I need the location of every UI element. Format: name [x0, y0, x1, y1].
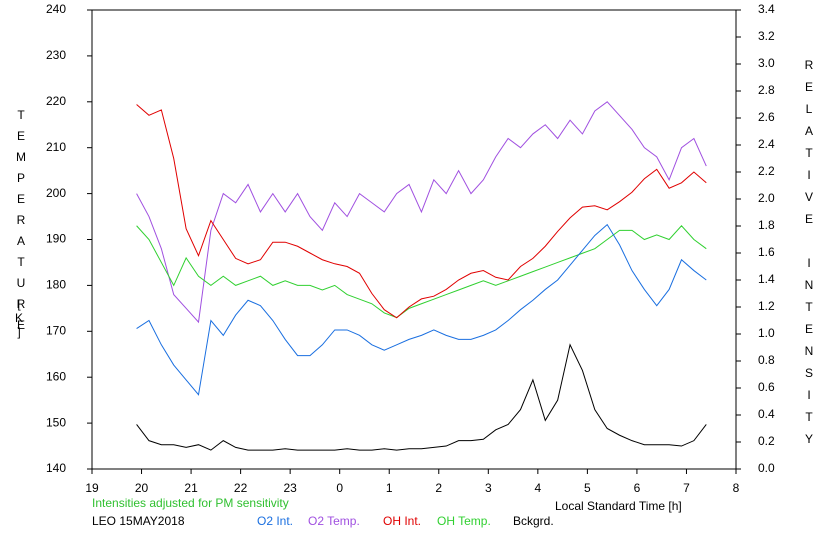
legend-entry: O2 Int. [257, 514, 293, 528]
y2-axis-label: RELATIVE INTENSITY [802, 58, 816, 454]
x-tick-label: 22 [234, 481, 248, 495]
y-axis-unit: [K] [12, 297, 26, 339]
y-tick-label: 150 [46, 415, 66, 429]
y2-tick-label: 1.6 [758, 245, 775, 259]
x-tick-label: 5 [584, 481, 591, 495]
x-tick-label: 6 [634, 481, 641, 495]
y2-tick-label: 0.6 [758, 380, 775, 394]
y2-tick-label: 3.2 [758, 29, 775, 43]
y2-tick-label: 2.8 [758, 83, 775, 97]
series-line [136, 343, 707, 451]
y-tick-label: 200 [46, 186, 66, 200]
y2-tick-label: 2.0 [758, 191, 775, 205]
legend-entry: OH Int. [383, 514, 421, 528]
x-tick-label: 3 [485, 481, 492, 495]
y2-tick-label: 0.4 [758, 407, 775, 421]
y2-tick-label: 2.4 [758, 137, 775, 151]
x-tick-label: 21 [184, 481, 198, 495]
y2-tick-label: 1.2 [758, 299, 775, 313]
y2-tick-label: 3.4 [758, 2, 775, 16]
series-line [136, 104, 707, 319]
x-tick-label: 23 [283, 481, 297, 495]
x-axis-label: Local Standard Time [h] [555, 499, 682, 513]
y2-tick-label: 1.0 [758, 326, 775, 340]
y-tick-label: 170 [46, 323, 66, 337]
legend-entry: OH Temp. [437, 514, 491, 528]
y2-tick-label: 0.8 [758, 353, 775, 367]
y-tick-label: 230 [46, 48, 66, 62]
x-tick-label: 4 [535, 481, 542, 495]
legend-entry: O2 Temp. [308, 514, 360, 528]
y2-tick-label: 1.8 [758, 218, 775, 232]
y-tick-label: 180 [46, 278, 66, 292]
x-tick-label: 8 [733, 481, 740, 495]
y-tick-label: 140 [46, 461, 66, 475]
y-tick-label: 190 [46, 232, 66, 246]
x-tick-label: 0 [336, 481, 343, 495]
y2-tick-label: 1.4 [758, 272, 775, 286]
x-tick-label: 1 [386, 481, 393, 495]
x-tick-label: 19 [85, 481, 99, 495]
y2-tick-label: 2.6 [758, 110, 775, 124]
x-tick-label: 2 [435, 481, 442, 495]
y-tick-label: 160 [46, 369, 66, 383]
x-tick-label: 20 [135, 481, 149, 495]
y-tick-label: 210 [46, 140, 66, 154]
station: LEO 15MAY2018 [92, 514, 185, 528]
note: Intensities adjusted for PM sensitivity [92, 496, 289, 510]
legend-entry: Bckgrd. [513, 514, 554, 528]
y-tick-label: 240 [46, 2, 66, 16]
y2-tick-label: 0.2 [758, 434, 775, 448]
series-line [136, 101, 707, 324]
y2-tick-label: 0.0 [758, 461, 775, 475]
y-tick-label: 220 [46, 94, 66, 108]
series-line [136, 223, 707, 396]
y-axis-label: TEMPERATURE [14, 108, 28, 339]
plot-frame [91, 9, 737, 470]
x-tick-label: 7 [683, 481, 690, 495]
series-line [136, 224, 707, 319]
y2-tick-label: 2.2 [758, 164, 775, 178]
y2-tick-label: 3.0 [758, 56, 775, 70]
